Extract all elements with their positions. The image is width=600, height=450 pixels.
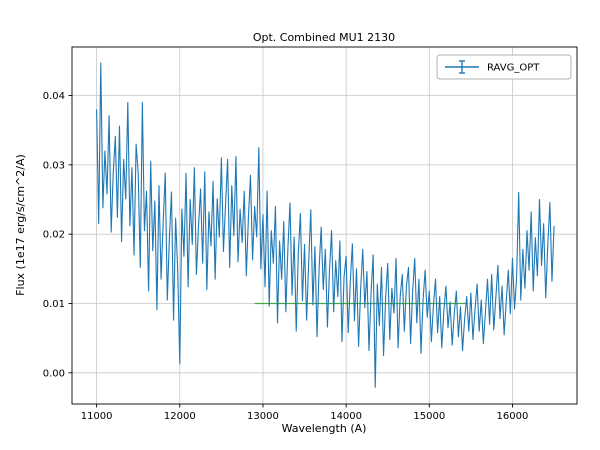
svg-text:16000: 16000 <box>497 411 529 422</box>
svg-text:13000: 13000 <box>247 411 279 422</box>
y-axis-label: Flux (1e17 erg/s/cm^2/A) <box>14 154 27 296</box>
data-series <box>96 62 555 388</box>
plot-area <box>72 47 577 404</box>
svg-text:0.04: 0.04 <box>43 91 65 102</box>
x-tick-labels: 11000 12000 13000 14000 15000 16000 <box>81 411 529 422</box>
chart-title: Opt. Combined MU1 2130 <box>253 31 395 44</box>
svg-text:0.02: 0.02 <box>43 230 65 241</box>
svg-text:14000: 14000 <box>330 411 362 422</box>
svg-text:12000: 12000 <box>164 411 196 422</box>
errorbar-marker-icon <box>445 60 479 74</box>
axes-border <box>71 46 578 405</box>
x-axis-label: Wavelength (A) <box>282 422 367 435</box>
y-tick-labels: 0.00 0.01 0.02 0.03 0.04 <box>43 91 65 379</box>
legend-label: RAVG_OPT <box>487 63 540 74</box>
svg-text:15000: 15000 <box>413 411 445 422</box>
svg-text:0.03: 0.03 <box>43 160 65 171</box>
legend-box <box>436 54 572 80</box>
svg-text:11000: 11000 <box>81 411 113 422</box>
axis-ticks <box>68 95 513 408</box>
legend: RAVG_OPT <box>436 54 572 80</box>
svg-text:0.00: 0.00 <box>43 368 65 379</box>
svg-text:0.01: 0.01 <box>43 299 65 310</box>
